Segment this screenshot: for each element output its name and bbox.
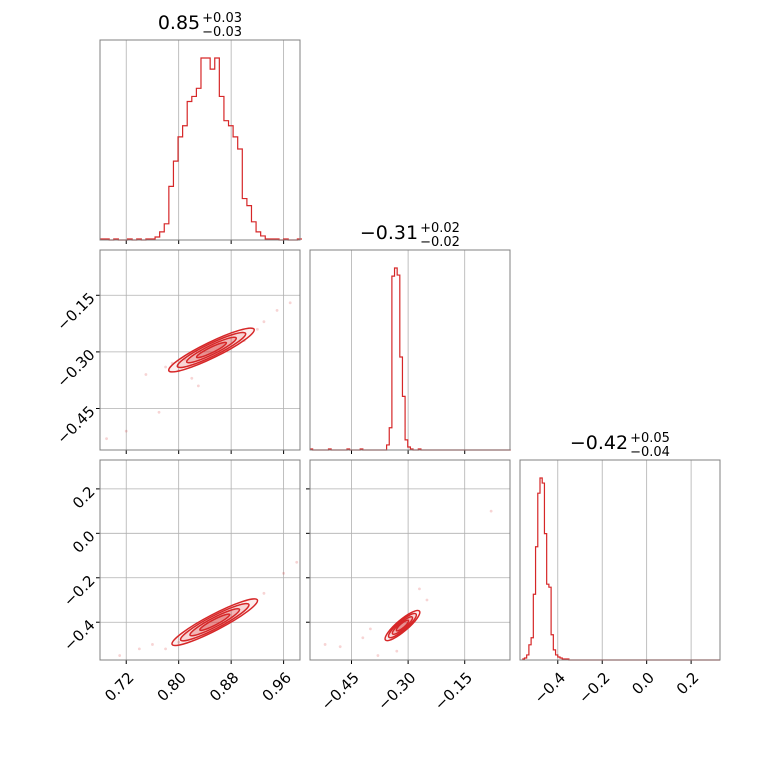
- scatter-point: [137, 647, 141, 651]
- scatter-point: [282, 571, 286, 575]
- panel-title-2: −0.42 +0.05−0.04: [570, 431, 670, 460]
- contour-level-2: [391, 616, 414, 636]
- contour-level-1: [387, 612, 418, 639]
- title-lower-error: −0.02: [420, 235, 460, 250]
- scatter-point: [262, 320, 266, 324]
- x-tick-label: −0.2: [575, 669, 613, 707]
- contour-level-2: [189, 607, 241, 637]
- scatter-point: [262, 591, 266, 595]
- x-tick-label: −0.15: [431, 669, 476, 714]
- scatter-point: [368, 627, 372, 631]
- scatter-point: [255, 327, 259, 331]
- title-main-value: 0.85: [158, 12, 200, 34]
- contour-level-3: [195, 341, 228, 359]
- scatter-point: [323, 643, 327, 646]
- scatter-point: [196, 384, 200, 388]
- contour-level-0: [167, 327, 255, 373]
- contour-level-2: [185, 336, 238, 364]
- scatter-point: [164, 365, 167, 369]
- scatter-point: [418, 587, 421, 591]
- scatter-point: [295, 560, 299, 564]
- scatter-point: [157, 410, 161, 414]
- x-tick-label: 0.88: [206, 669, 242, 705]
- title-upper-error: +0.02: [420, 221, 460, 236]
- y-tick-label: 0.2: [69, 483, 99, 513]
- x-tick-label: 0.2: [673, 669, 703, 699]
- contour-level-3: [199, 613, 231, 632]
- scatter-point: [288, 301, 292, 305]
- y-tick-label: −0.2: [60, 572, 98, 610]
- panel-frame-2-1: [309, 459, 511, 661]
- histogram-param-1: [310, 267, 511, 451]
- contour-level-1: [179, 602, 250, 642]
- scatter-point: [275, 308, 279, 312]
- panel-title-1: −0.31 +0.02−0.02: [360, 221, 460, 250]
- y-tick-label: −0.15: [53, 289, 98, 334]
- title-upper-error: +0.03: [202, 11, 242, 26]
- scatter-point: [395, 649, 399, 653]
- scatter-point: [425, 598, 429, 602]
- scatter-point: [376, 654, 380, 657]
- contour-level-0: [384, 609, 421, 642]
- x-tick-label: −0.30: [374, 669, 419, 714]
- scatter-point: [124, 429, 128, 433]
- scatter-point: [164, 647, 167, 651]
- x-tick-label: 0.96: [259, 669, 295, 705]
- title-lower-error: −0.04: [630, 445, 670, 460]
- scatter-point: [190, 376, 194, 380]
- panel-frame-1-1: [309, 249, 511, 451]
- histogram-param-0: [100, 57, 302, 241]
- x-tick-label: 0.72: [101, 669, 137, 705]
- histogram-param-2: [522, 477, 720, 661]
- x-tick-label: 0.0: [628, 669, 658, 699]
- scatter-point: [118, 654, 122, 657]
- contour-level-1: [176, 331, 247, 369]
- scatter-point: [489, 509, 493, 513]
- y-tick-label: −0.4: [60, 616, 98, 654]
- scatter-point: [361, 636, 365, 640]
- x-tick-label: −0.45: [318, 669, 363, 714]
- y-tick-label: −0.30: [53, 346, 98, 391]
- x-tick-label: 0.80: [154, 669, 190, 705]
- title-main-value: −0.42: [570, 432, 628, 454]
- scatter-point: [151, 643, 154, 646]
- panel-frame-0-0: [99, 39, 301, 241]
- panel-frame-1-0: [99, 249, 301, 451]
- scatter-point: [105, 437, 108, 441]
- y-tick-label: 0.0: [69, 527, 99, 557]
- contour-level-3: [395, 619, 410, 632]
- scatter-point: [338, 645, 342, 649]
- title-lower-error: −0.03: [202, 25, 242, 40]
- panel-frame-2-2: [519, 459, 721, 661]
- title-upper-error: +0.05: [630, 431, 670, 446]
- scatter-point: [177, 640, 181, 644]
- x-tick-label: −0.4: [531, 669, 569, 707]
- panel-frame-2-0: [99, 459, 301, 661]
- scatter-point: [144, 373, 148, 376]
- panel-title-0: 0.85 +0.03−0.03: [158, 11, 242, 40]
- contour-level-0: [171, 598, 259, 647]
- title-main-value: −0.31: [360, 222, 418, 244]
- y-tick-label: −0.45: [53, 402, 98, 447]
